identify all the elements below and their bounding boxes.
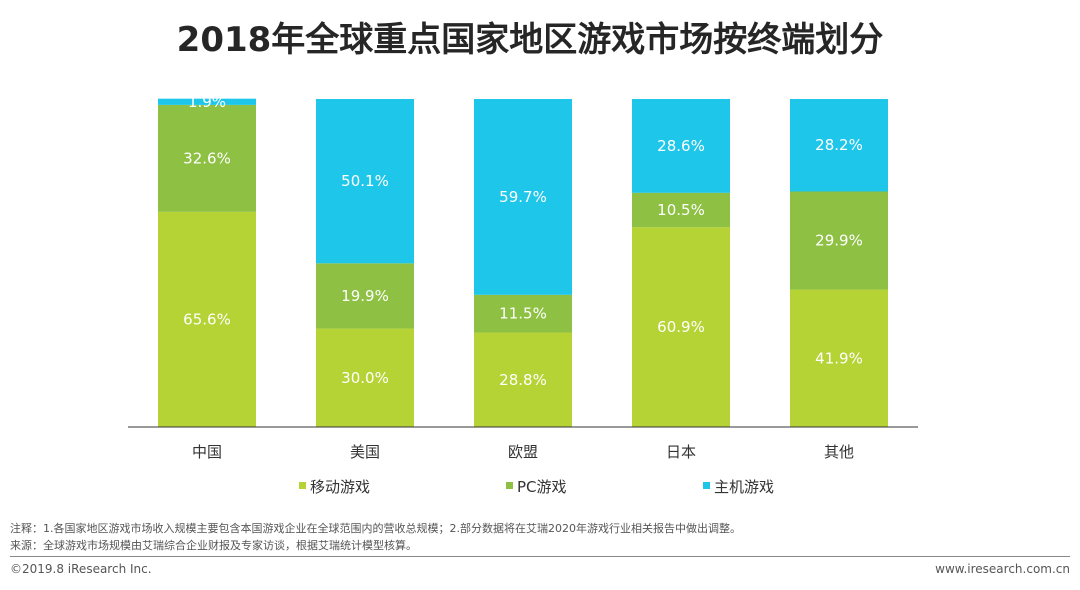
chart-title: 2018年全球重点国家地区游戏市场按终端划分 <box>176 20 884 60</box>
data-label-pc-0: 32.6% <box>183 149 231 167</box>
data-label-mobile-2: 28.8% <box>499 371 547 389</box>
data-label-mobile-4: 41.9% <box>815 349 863 367</box>
bar-segment-mobile-4 <box>790 289 888 427</box>
x-tick-label-1: 美国 <box>350 443 380 461</box>
data-label-pc-1: 19.9% <box>341 287 389 305</box>
footer-website[interactable]: www.iresearch.com.cn <box>935 562 1070 576</box>
x-tick-label-3: 日本 <box>666 443 696 461</box>
bar-segment-console-4 <box>790 99 888 192</box>
bar-segment-console-0 <box>158 98 256 105</box>
x-tick-label-4: 其他 <box>824 443 854 461</box>
bar-segment-pc-0 <box>158 104 256 212</box>
data-label-console-4: 28.2% <box>815 136 863 154</box>
data-label-console-3: 28.6% <box>657 137 705 155</box>
legend-swatch-mobile <box>299 482 306 489</box>
chart-area: 65.6% 32.6% 1.9% 中国 30.0% 19.9% 50.1% 美国 28.8% 11… <box>128 93 918 496</box>
footer-copyright: ©2019.8 iResearch Inc. <box>10 562 152 576</box>
legend-label-pc: PC游戏 <box>517 478 567 496</box>
bar-segment-mobile-2 <box>474 332 572 427</box>
bar-segment-mobile-0 <box>158 211 256 427</box>
data-label-console-2: 59.7% <box>499 188 547 206</box>
data-label-pc-2: 11.5% <box>499 305 547 323</box>
data-label-mobile-0: 65.6% <box>183 310 231 328</box>
data-label-pc-4: 29.9% <box>815 232 863 250</box>
footer-divider <box>10 556 1070 557</box>
chart-note: 注释：1.各国家地区游戏市场收入规模主要包含本国游戏企业在全球范围内的营收总规模… <box>10 522 741 535</box>
chart-source: 来源：全球游戏市场规模由艾瑞综合企业财报及专家访谈，根据艾瑞统计模型核算。 <box>10 539 417 552</box>
legend-label-mobile: 移动游戏 <box>310 478 370 496</box>
x-tick-label-0: 中国 <box>192 443 222 461</box>
data-label-console-0: 1.9% <box>188 93 226 111</box>
bar-segment-pc-2 <box>474 294 572 333</box>
data-label-mobile-1: 30.0% <box>341 369 389 387</box>
bar-segment-console-3 <box>632 99 730 193</box>
bar-segment-pc-1 <box>316 263 414 329</box>
legend-swatch-pc <box>506 482 513 489</box>
bar-segment-pc-4 <box>790 191 888 290</box>
bar-segment-mobile-3 <box>632 227 730 427</box>
x-tick-label-2: 欧盟 <box>508 443 538 461</box>
data-label-mobile-3: 60.9% <box>657 318 705 336</box>
data-label-pc-3: 10.5% <box>657 201 705 219</box>
bar-segment-pc-3 <box>632 192 730 228</box>
bar-segment-mobile-1 <box>316 328 414 427</box>
legend-label-console: 主机游戏 <box>714 478 774 496</box>
data-label-console-1: 50.1% <box>341 172 389 190</box>
legend-swatch-console <box>703 482 710 489</box>
bar-segment-console-1 <box>316 99 414 264</box>
bar-segment-console-2 <box>474 99 572 295</box>
